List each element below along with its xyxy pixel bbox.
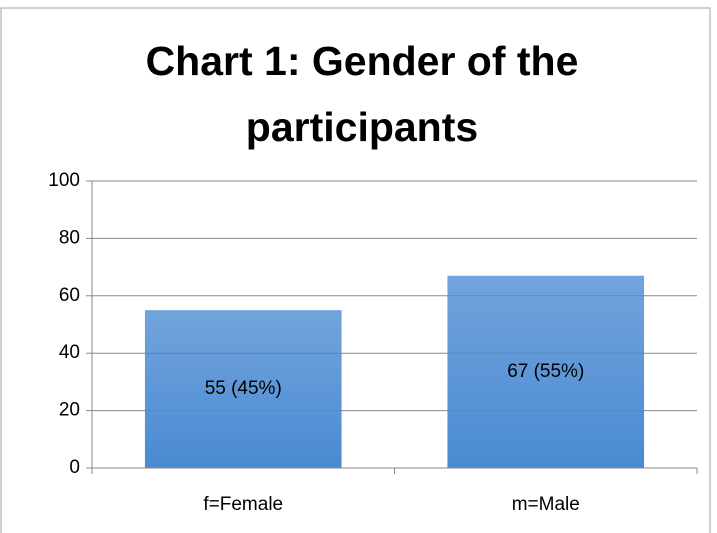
value-label: 67 (55%) [507, 361, 584, 382]
bar [144, 310, 342, 468]
y-tick-label: 0 [69, 457, 80, 478]
y-tick-label: 100 [48, 170, 80, 191]
value-label: 55 (45%) [205, 378, 282, 399]
x-tick-label: f=Female [203, 494, 283, 515]
y-tick-label: 20 [59, 400, 80, 421]
y-tick-label: 80 [59, 227, 80, 248]
chart-title: Chart 1: Gender of the participants [145, 38, 579, 150]
x-tick-label: m=Male [512, 494, 580, 515]
bar [447, 275, 645, 468]
chart-border [0, 7, 711, 533]
y-tick-label: 40 [59, 342, 80, 363]
y-tick-label: 60 [59, 285, 80, 306]
